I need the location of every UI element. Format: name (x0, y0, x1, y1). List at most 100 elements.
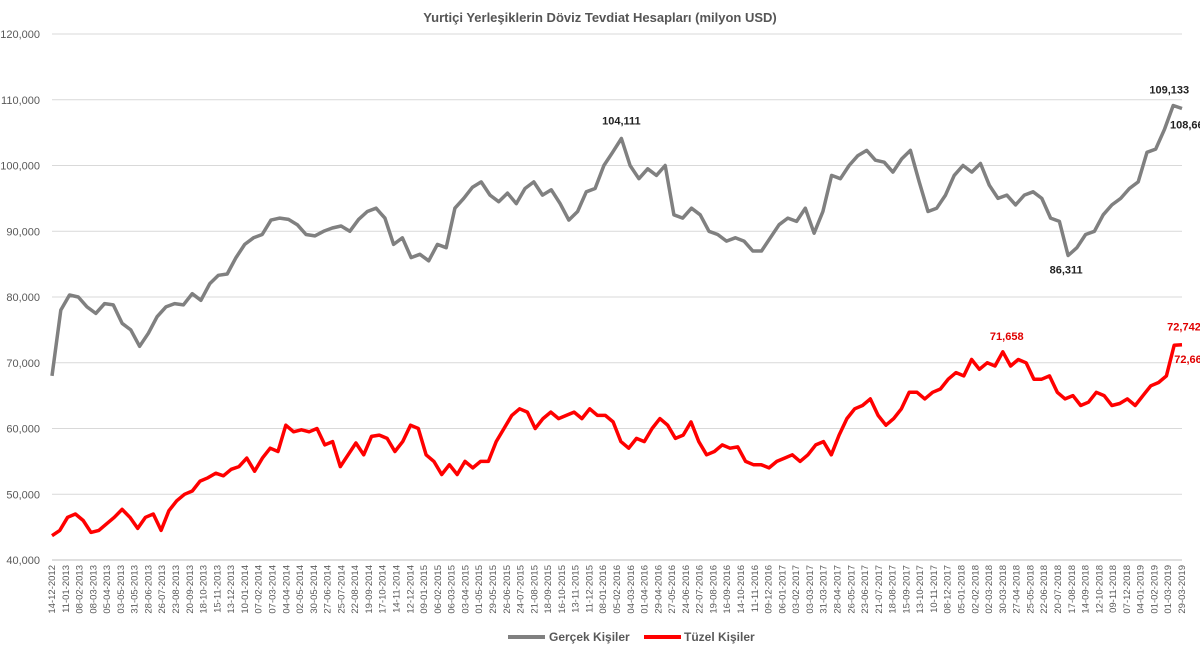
x-tick-label: 15-09-2017 (901, 565, 912, 614)
x-tick-label: 09-12-2016 (764, 565, 775, 614)
y-tick-label: 40,000 (6, 555, 40, 567)
y-tick-label: 70,000 (6, 358, 40, 370)
x-tick-label: 22-06-2018 (1039, 565, 1050, 614)
x-tick-label: 30-05-2014 (309, 565, 320, 614)
x-tick-label: 29-04-2016 (653, 565, 664, 614)
x-tick-label: 04-01-2019 (1136, 565, 1147, 614)
series-line-1 (51, 342, 1183, 538)
data-label: 109,133 (1149, 84, 1189, 96)
x-tick-label: 18-10-2013 (199, 565, 210, 614)
data-label: 72,663 (1174, 354, 1200, 366)
x-tick-label: 18-08-2017 (888, 565, 899, 614)
x-tick-label: 07-03-2014 (267, 565, 278, 614)
x-tick-label: 24-06-2016 (681, 565, 692, 614)
y-tick-label: 80,000 (6, 292, 40, 304)
y-tick-label: 100,000 (0, 161, 40, 173)
x-tick-label: 04-04-2014 (281, 565, 292, 614)
legend-label-gercek: Gerçek Kişiler (549, 630, 630, 644)
x-tick-label: 28-06-2013 (143, 565, 154, 614)
x-tick-label: 21-07-2017 (874, 565, 885, 614)
x-tick-label: 08-02-2013 (75, 565, 86, 614)
x-tick-label: 20-09-2013 (185, 565, 196, 614)
x-tick-label: 12-10-2018 (1094, 565, 1105, 614)
x-tick-label: 30-03-2018 (998, 565, 1009, 614)
x-tick-label: 10-01-2014 (240, 565, 251, 614)
x-tick-label: 02-05-2014 (295, 565, 306, 614)
x-tick-label: 18-09-2015 (543, 565, 554, 614)
x-tick-label: 08-12-2017 (943, 565, 954, 614)
x-tick-label: 09-11-2018 (1108, 565, 1119, 613)
x-tick-label: 29-03-2019 (1177, 565, 1188, 614)
x-tick-label: 31-05-2013 (130, 565, 141, 614)
legend-label-tuzel: Tüzel Kişiler (684, 630, 755, 644)
x-tick-label: 06-03-2015 (447, 565, 458, 614)
x-tick-label: 01-04-2016 (640, 565, 651, 614)
data-label: 72,742 (1167, 322, 1200, 334)
x-tick-label: 25-07-2014 (336, 565, 347, 614)
x-tick-label: 06-01-2017 (777, 565, 788, 614)
legend: Gerçek Kişiler Tüzel Kişiler (508, 630, 755, 644)
x-tick-label: 01-03-2019 (1163, 565, 1174, 614)
x-tick-label: 03-04-2015 (460, 565, 471, 614)
x-tick-label: 10-11-2017 (929, 565, 940, 613)
x-tick-label: 11-01-2013 (61, 565, 72, 613)
chart-title: Yurtiçi Yerleşiklerin Döviz Tevdiat Hesa… (423, 10, 777, 25)
x-tick-label: 21-08-2015 (529, 565, 540, 614)
x-tick-label: 31-03-2017 (819, 565, 830, 614)
x-tick-label: 16-09-2016 (722, 565, 733, 614)
x-tick-label: 29-05-2015 (488, 565, 499, 614)
x-tick-label: 01-05-2015 (474, 565, 485, 614)
x-tick-label: 13-12-2013 (226, 565, 237, 614)
x-tick-label: 08-03-2013 (88, 565, 99, 614)
series-line-0 (50, 103, 1183, 377)
x-tick-label: 09-01-2015 (419, 565, 430, 614)
y-tick-label: 90,000 (6, 226, 40, 238)
x-tick-label: 04-03-2016 (626, 565, 637, 614)
x-tick-label: 07-02-2014 (254, 565, 265, 614)
x-tick-label: 11-12-2015 (584, 565, 595, 613)
y-tick-label: 60,000 (6, 424, 40, 436)
x-tick-label: 27-04-2018 (1012, 565, 1023, 614)
x-tick-label: 06-02-2015 (433, 565, 444, 614)
x-tick-label: 22-07-2016 (695, 565, 706, 614)
data-label: 108,667 (1170, 120, 1200, 132)
x-tick-label: 17-10-2014 (378, 565, 389, 614)
data-label: 86,311 (1050, 265, 1083, 277)
x-tick-label: 02-02-2018 (970, 565, 981, 614)
x-tick-label: 26-06-2015 (502, 565, 513, 614)
x-tick-label: 15-11-2013 (212, 565, 223, 613)
x-tick-label: 28-04-2017 (832, 565, 843, 614)
x-tick-label: 11-11-2016 (750, 565, 761, 612)
data-label: 104,111 (602, 115, 641, 127)
x-tick-label: 13-11-2015 (571, 565, 582, 613)
x-tick-label: 03-02-2017 (791, 565, 802, 614)
x-tick-label: 23-08-2013 (171, 565, 182, 614)
y-axis-ticks: 40,000 50,000 60,000 70,000 80,000 90,000 100,… (0, 29, 40, 567)
x-tick-label: 23-06-2017 (860, 565, 871, 614)
x-tick-label: 14-09-2018 (1081, 565, 1092, 614)
x-tick-label: 12-12-2014 (405, 565, 416, 614)
y-tick-label: 120,000 (0, 29, 40, 41)
data-annotations: 104,111 86,311 109,133 108,667 71,658 72,742 7… (602, 84, 1200, 366)
x-tick-label: 20-07-2018 (1053, 565, 1064, 614)
x-tick-label: 26-07-2013 (157, 565, 168, 614)
x-tick-label: 24-07-2015 (516, 565, 527, 614)
x-tick-label: 25-05-2018 (1025, 565, 1036, 614)
x-tick-label: 13-10-2017 (915, 565, 926, 614)
x-tick-label: 16-10-2015 (557, 565, 568, 614)
x-tick-label: 03-03-2017 (805, 565, 816, 614)
series-lines (50, 103, 1183, 538)
x-tick-label: 26-05-2017 (846, 565, 857, 614)
x-tick-label: 27-06-2014 (323, 565, 334, 614)
x-tick-label: 05-02-2016 (612, 565, 623, 614)
x-tick-label: 03-05-2013 (116, 565, 127, 614)
x-tick-label: 14-12-2012 (47, 565, 58, 614)
x-tick-label: 22-08-2014 (350, 565, 361, 614)
y-tick-label: 50,000 (6, 489, 40, 501)
x-tick-label: 01-02-2019 (1149, 565, 1160, 614)
x-tick-label: 14-10-2016 (736, 565, 747, 614)
data-label: 71,658 (990, 331, 1024, 343)
x-tick-label: 19-08-2016 (708, 565, 719, 614)
x-tick-label: 19-09-2014 (364, 565, 375, 614)
